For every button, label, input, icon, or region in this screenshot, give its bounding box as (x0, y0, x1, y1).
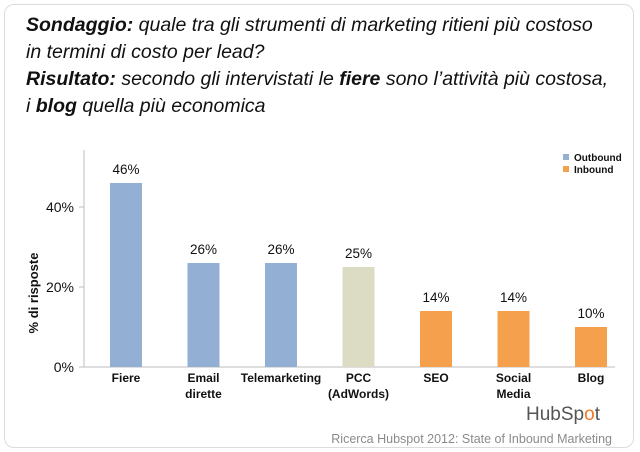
y-tick-label: 40% (46, 199, 74, 215)
bar-value-label: 25% (345, 246, 372, 261)
logo-text-a: HubSp (526, 404, 585, 425)
legend-label: Inbound (574, 165, 613, 176)
category-label: Blog (578, 371, 605, 385)
survey-label: Sondaggio: (26, 14, 134, 36)
headline-line-3: Risultato: secondo gli intervistati le f… (26, 66, 626, 93)
bar (342, 267, 375, 367)
category-label: Telemarketing (241, 371, 321, 385)
bar (265, 263, 297, 367)
result-text-b: sono l’attività più costosa, (380, 68, 609, 90)
headline-line-1: Sondaggio: quale tra gli strumenti di ma… (26, 12, 626, 39)
category-label: Media (496, 387, 530, 401)
bar (575, 327, 607, 367)
result-text-c: i (26, 95, 36, 117)
category-label: Fiere (112, 371, 141, 385)
result-bold-blog: blog (35, 95, 77, 117)
logo-sprocket-o: o (584, 404, 595, 425)
bar (420, 311, 452, 367)
y-axis-title: % di risposte (26, 253, 41, 334)
category-label: Email (187, 371, 219, 385)
source-note: Ricerca Hubspot 2012: State of Inbound M… (331, 432, 612, 446)
category-label: Social (496, 371, 531, 385)
y-tick-label: 20% (46, 279, 74, 295)
headline-line-4: i blog quella più economica (26, 93, 626, 120)
legend-swatch (563, 166, 569, 172)
legend-label: Outbound (574, 153, 622, 164)
y-tick-label: 0% (54, 359, 74, 375)
bar-value-label: 26% (267, 242, 294, 257)
result-label: Risultato: (26, 68, 116, 90)
category-label: (AdWords) (328, 387, 389, 401)
bar-value-label: 26% (190, 242, 217, 257)
survey-question: quale tra gli strumenti di marketing rit… (133, 14, 593, 36)
bar-value-label: 14% (422, 290, 449, 305)
bar-value-label: 46% (112, 162, 139, 177)
legend-swatch (563, 154, 569, 160)
slide-frame (4, 4, 634, 448)
survey-question-cont: in termini di costo per lead? (26, 41, 265, 63)
result-text-a: secondo gli intervistati le (115, 68, 340, 90)
bar (497, 311, 530, 367)
hubspot-logo: HubSpot (526, 404, 600, 426)
logo-text-b: t (594, 404, 600, 425)
bar-value-label: 10% (577, 306, 604, 321)
bar-value-label: 14% (500, 290, 527, 305)
bar (110, 183, 142, 367)
category-label: dirette (185, 387, 222, 401)
category-label: SEO (423, 371, 448, 385)
result-bold-fiere: fiere (339, 68, 381, 90)
bar (187, 263, 220, 367)
category-label: PCC (346, 371, 372, 385)
slide-headline: Sondaggio: quale tra gli strumenti di ma… (26, 12, 626, 120)
result-text-d: quella più economica (76, 95, 266, 117)
headline-line-2: in termini di costo per lead? (26, 39, 626, 66)
